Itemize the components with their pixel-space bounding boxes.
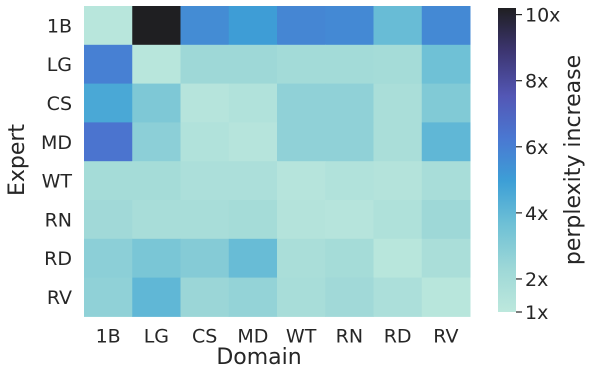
colorbar-tick-label: 2x: [525, 269, 548, 291]
x-tick-label: RV: [433, 325, 458, 347]
heatmap-cell: [132, 44, 181, 85]
heatmap-cell: [228, 200, 278, 240]
heatmap-cell: [277, 200, 326, 240]
heatmap-cell: [180, 238, 230, 279]
x-tick-label: LG: [144, 325, 169, 347]
x-tick-label: CS: [192, 325, 217, 347]
colorbar-tick-label: 6x: [525, 137, 548, 159]
heatmap-cell: [373, 44, 423, 85]
heatmap-cell: [228, 238, 278, 279]
y-tick-label: 1B: [47, 15, 72, 37]
y-tick-label: LG: [47, 54, 72, 76]
heatmap-cell: [325, 200, 374, 240]
heatmap-cell: [373, 122, 423, 162]
heatmap-cell: [325, 238, 374, 279]
x-tick-label: MD: [237, 325, 268, 347]
heatmap-cell: [277, 6, 326, 46]
heatmap-cell: [421, 122, 471, 162]
colorbar: [498, 8, 516, 312]
x-tick-label: RN: [336, 325, 363, 347]
y-tick-label: MD: [41, 132, 72, 154]
heatmap-cell: [180, 161, 230, 201]
colorbar-tick-label: 4x: [525, 203, 548, 225]
heatmap-cell: [277, 277, 326, 317]
x-tick-label: 1B: [96, 325, 121, 347]
colorbar-tick-label: 1x: [525, 302, 548, 324]
heatmap-cell: [421, 277, 471, 317]
colorbar-title: perplexity increase: [561, 55, 586, 265]
y-tick-label: CS: [47, 93, 72, 115]
colorbar-ticks: 1x 2x 4x 6x 8x 10x: [516, 5, 560, 324]
heatmap-cell: [228, 6, 278, 46]
heatmap-cell: [277, 83, 326, 123]
heatmap-cell: [421, 83, 471, 123]
heatmap-cell: [180, 6, 230, 46]
heatmap-cell: [180, 44, 230, 85]
y-tick-label: WT: [42, 171, 73, 193]
heatmap-cell: [228, 161, 278, 201]
heatmap-cell: [277, 44, 326, 85]
heatmap-cell: [84, 238, 133, 279]
heatmap-cell: [325, 44, 374, 85]
heatmap-cell: [132, 83, 181, 123]
heatmap-cell: [373, 83, 423, 123]
heatmap-cell: [180, 122, 230, 162]
x-axis-title: Domain: [216, 345, 301, 370]
y-axis-title: Expert: [5, 124, 30, 196]
y-tick-label: RD: [44, 248, 72, 270]
heatmap-cell: [373, 277, 423, 317]
heatmap-cell: [421, 238, 471, 279]
y-tick-labels: 1B LG CS MD WT RN RD RV: [41, 15, 72, 309]
heatmap-cell: [180, 83, 230, 123]
heatmap-cell: [325, 161, 374, 201]
heatmap-cell: [84, 44, 133, 85]
y-tick-label: RN: [45, 209, 72, 231]
heatmap-cell: [84, 277, 133, 317]
heatmap-cell: [132, 161, 181, 201]
heatmap-cell: [325, 6, 374, 46]
heatmap-cell: [132, 200, 181, 240]
heatmap-cell: [373, 6, 423, 46]
heatmap-cell: [84, 200, 133, 240]
heatmap-cell: [325, 122, 374, 162]
heatmap-cell: [228, 83, 278, 123]
heatmap-cell: [84, 122, 133, 162]
heatmap-cells: [84, 6, 471, 317]
heatmap-cell: [84, 83, 133, 123]
heatmap-cell: [421, 161, 471, 201]
heatmap-cell: [277, 122, 326, 162]
heatmap-cell: [84, 6, 133, 46]
heatmap-cell: [277, 238, 326, 279]
heatmap-cell: [180, 277, 230, 317]
heatmap-cell: [132, 238, 181, 279]
colorbar-tick-label: 10x: [525, 5, 560, 27]
heatmap-cell: [180, 200, 230, 240]
heatmap-cell: [132, 122, 181, 162]
heatmap-cell: [84, 161, 133, 201]
heatmap-cell: [132, 277, 181, 317]
heatmap-cell: [325, 277, 374, 317]
heatmap-cell: [277, 161, 326, 201]
colorbar-tick-label: 8x: [525, 71, 548, 93]
heatmap-cell: [373, 200, 423, 240]
heatmap-cell: [373, 238, 423, 279]
heatmap-cell: [228, 122, 278, 162]
heatmap-cell: [228, 277, 278, 317]
heatmap-cell: [373, 161, 423, 201]
heatmap-cell: [132, 6, 181, 46]
heatmap-cell: [228, 44, 278, 85]
x-tick-labels: 1B LG CS MD WT RN RD RV: [96, 325, 459, 347]
x-tick-label: WT: [286, 325, 317, 347]
heatmap-cell: [421, 44, 471, 85]
x-tick-label: RD: [384, 325, 412, 347]
y-tick-label: RV: [47, 287, 72, 309]
heatmap-cell: [421, 6, 471, 46]
heatmap-cell: [421, 200, 471, 240]
heatmap-cell: [325, 83, 374, 123]
